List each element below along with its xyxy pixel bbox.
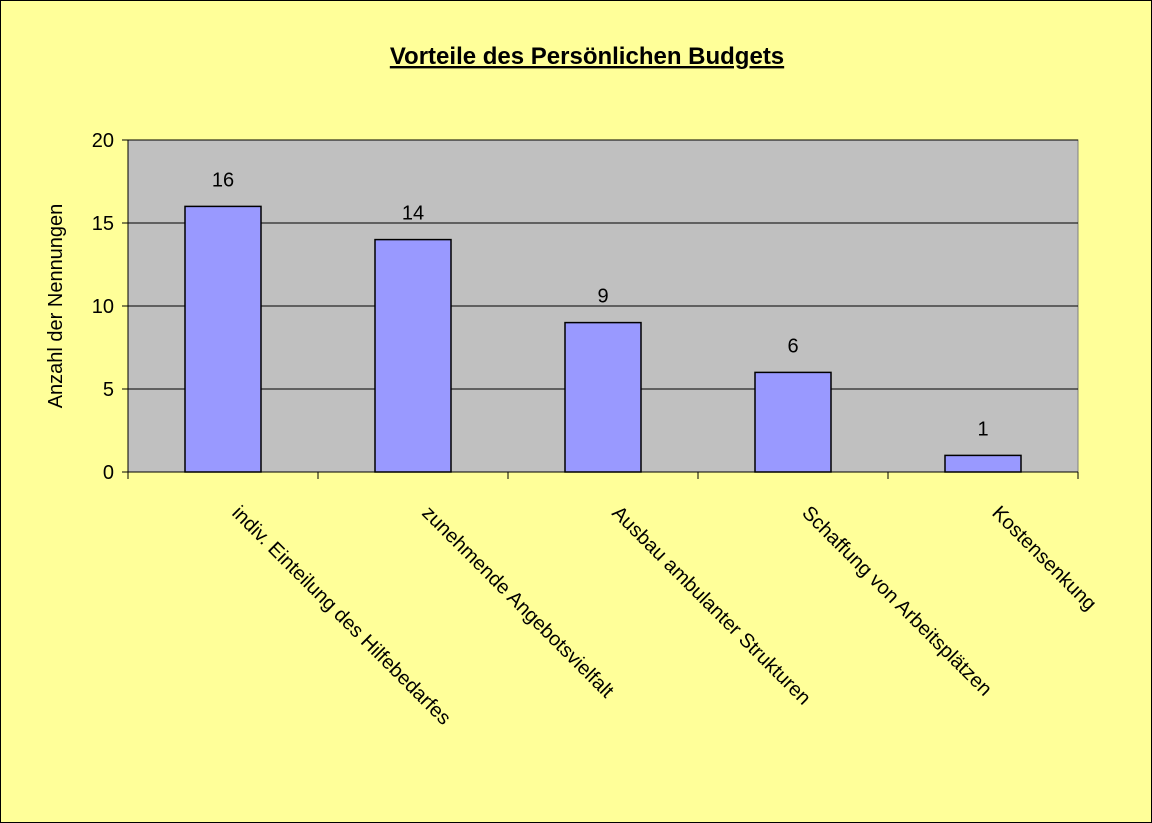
value-label: 9 (597, 286, 608, 308)
y-tick-label: 5 (103, 379, 114, 401)
value-label: 14 (402, 203, 424, 225)
y-axis-label: Anzahl der Nennungen (45, 204, 67, 409)
bar (184, 205, 262, 473)
value-label: 16 (212, 169, 234, 191)
y-tick-label: 0 (103, 462, 114, 484)
value-label: 1 (977, 418, 988, 440)
bar (944, 454, 1022, 473)
y-tick-label: 10 (92, 296, 114, 318)
bar (564, 321, 642, 473)
y-tick-label: 20 (92, 130, 114, 152)
bar (754, 371, 832, 473)
y-tick-label: 15 (92, 213, 114, 235)
chart-title: Vorteile des Persönlichen Budgets (390, 43, 784, 70)
value-label: 6 (787, 335, 798, 357)
bar (374, 238, 452, 473)
